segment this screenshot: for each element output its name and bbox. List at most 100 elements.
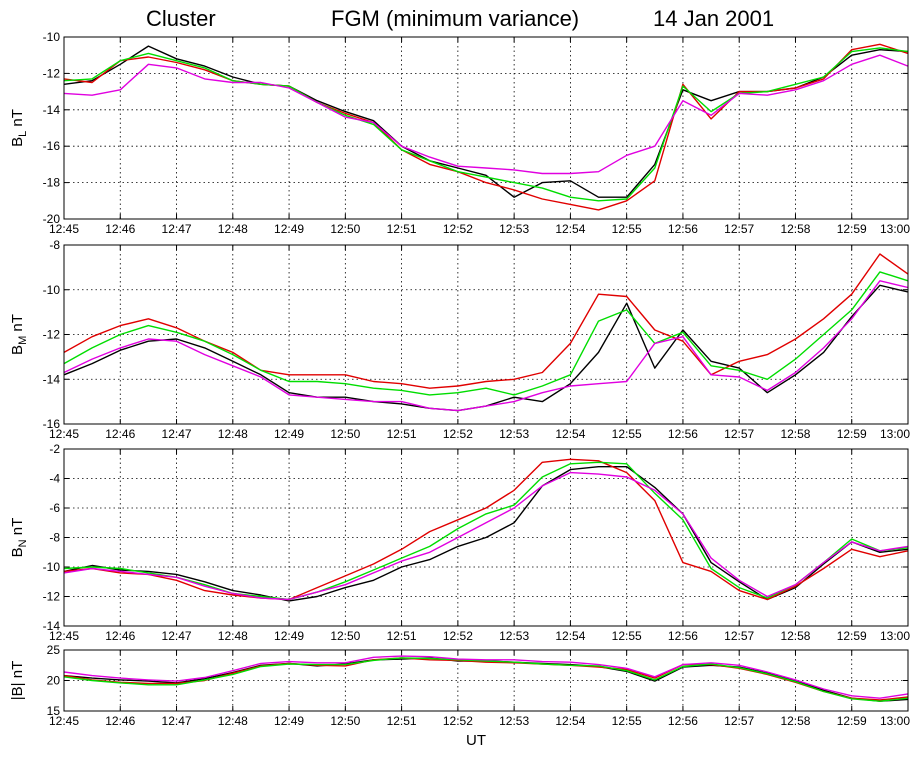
x-tick-label: 12:57: [724, 427, 754, 441]
y-axis-label: BM nT: [9, 314, 29, 355]
x-tick-label: 12:50: [330, 629, 360, 643]
y-axis-label: BN nT: [9, 518, 29, 558]
x-tick-label: 12:52: [443, 222, 473, 236]
y-axis-label: |B| nT: [9, 661, 26, 701]
x-tick-label: 13:00: [880, 222, 910, 236]
x-tick-label: 12:53: [499, 222, 529, 236]
series-line-3: [63, 461, 909, 601]
x-tick-label: 12:56: [668, 714, 698, 728]
y-tick-label: -16: [43, 417, 61, 431]
y-tick-label: -8: [49, 531, 60, 545]
x-tick-label: 12:52: [443, 427, 473, 441]
y-tick-label: -4: [49, 472, 60, 486]
series-line-2: [63, 458, 909, 601]
x-tick-label: 12:53: [499, 714, 529, 728]
x-tick-label: 12:58: [780, 427, 810, 441]
x-tick-label: 12:58: [780, 714, 810, 728]
y-tick-label: -18: [43, 176, 61, 190]
y-tick-label: -8: [49, 238, 60, 252]
y-tick-label: 20: [47, 674, 61, 688]
y-tick-label: -10: [43, 283, 61, 297]
x-tick-label: 12:51: [387, 714, 417, 728]
x-tick-label: 12:51: [387, 427, 417, 441]
x-tick-label: 12:50: [330, 222, 360, 236]
instrument-title: FGM (minimum variance): [331, 6, 580, 31]
series-line-1: [63, 45, 909, 198]
panel-2: 12:45 12:46 12:47 12:48 12:49 12:50 12:51 12:52…: [9, 238, 910, 441]
x-tick-label: 12:59: [837, 222, 867, 236]
series-line-4: [63, 471, 909, 601]
x-tick-label: 12:46: [105, 629, 135, 643]
x-tick-label: 12:45: [49, 629, 79, 643]
x-tick-label: 12:56: [668, 629, 698, 643]
y-tick-label: -14: [43, 619, 61, 633]
x-tick-label: 12:55: [612, 629, 642, 643]
panel-1: 12:45 12:46 12:47 12:48 12:49 12:50 12:51 12:52…: [9, 30, 910, 236]
spacecraft-title: Cluster: [146, 6, 216, 31]
x-tick-label: 12:52: [443, 714, 473, 728]
x-tick-label: 12:50: [330, 427, 360, 441]
series-line-3: [63, 271, 909, 396]
x-tick-label: 12:49: [274, 629, 304, 643]
panel-4: 12:45 12:46 12:47 12:48 12:49 12:50 12:51 12:52…: [9, 643, 910, 749]
x-tick-label: 12:48: [218, 222, 248, 236]
y-tick-label: -6: [49, 501, 60, 515]
x-tick-label: 12:54: [555, 222, 585, 236]
x-tick-label: 12:46: [105, 714, 135, 728]
x-tick-label: 12:59: [837, 714, 867, 728]
y-axis-label: BL nT: [9, 109, 29, 147]
y-tick-label: -12: [43, 66, 61, 80]
series-line-4: [63, 280, 909, 412]
x-tick-label: 12:51: [387, 222, 417, 236]
x-tick-label: 12:46: [105, 427, 135, 441]
x-tick-label: 12:45: [49, 714, 79, 728]
x-tick-label: 12:58: [780, 222, 810, 236]
y-tick-label: -16: [43, 139, 61, 153]
x-tick-label: 12:54: [555, 427, 585, 441]
y-tick-label: -20: [43, 212, 61, 226]
x-tick-label: 13:00: [880, 427, 910, 441]
x-tick-label: 12:47: [162, 222, 192, 236]
series-line-2: [63, 253, 909, 389]
x-tick-label: 12:46: [105, 222, 135, 236]
x-tick-label: 12:59: [837, 629, 867, 643]
x-tick-label: 12:55: [612, 714, 642, 728]
x-tick-label: 12:58: [780, 629, 810, 643]
x-tick-label: 12:49: [274, 222, 304, 236]
y-tick-label: -2: [49, 442, 60, 456]
y-tick-label: 25: [47, 643, 61, 657]
x-tick-label: 12:45: [49, 427, 79, 441]
date-title: 14 Jan 2001: [653, 6, 775, 31]
x-tick-label: 12:53: [499, 427, 529, 441]
x-tick-label: 12:53: [499, 629, 529, 643]
panel-3: 12:45 12:46 12:47 12:48 12:49 12:50 12:51 12:52…: [9, 442, 910, 643]
x-tick-label: 12:57: [724, 222, 754, 236]
y-tick-label: 15: [47, 704, 61, 718]
x-tick-label: 12:56: [668, 222, 698, 236]
x-tick-label: 12:49: [274, 427, 304, 441]
y-tick-label: -10: [43, 560, 61, 574]
x-tick-label: 12:49: [274, 714, 304, 728]
x-tick-label: 13:00: [880, 714, 910, 728]
x-tick-label: 12:59: [837, 427, 867, 441]
y-tick-label: -14: [43, 372, 61, 386]
x-tick-label: 12:54: [555, 714, 585, 728]
x-tick-label: 12:48: [218, 629, 248, 643]
panel-frame: [63, 36, 909, 220]
x-tick-label: 12:51: [387, 629, 417, 643]
y-tick-label: -12: [43, 328, 61, 342]
x-tick-label: 12:48: [218, 427, 248, 441]
x-tick-label: 12:55: [612, 427, 642, 441]
y-tick-label: -12: [43, 590, 61, 604]
x-tick-label: 12:45: [49, 222, 79, 236]
series-line-4: [63, 54, 909, 175]
series-line-2: [63, 43, 909, 211]
series-line-3: [63, 657, 909, 702]
x-tick-label: 12:57: [724, 629, 754, 643]
y-tick-label: -14: [43, 103, 61, 117]
series-line-4: [63, 655, 909, 699]
x-axis-label: UT: [466, 732, 486, 749]
x-tick-label: 12:54: [555, 629, 585, 643]
series-line-3: [63, 47, 909, 202]
